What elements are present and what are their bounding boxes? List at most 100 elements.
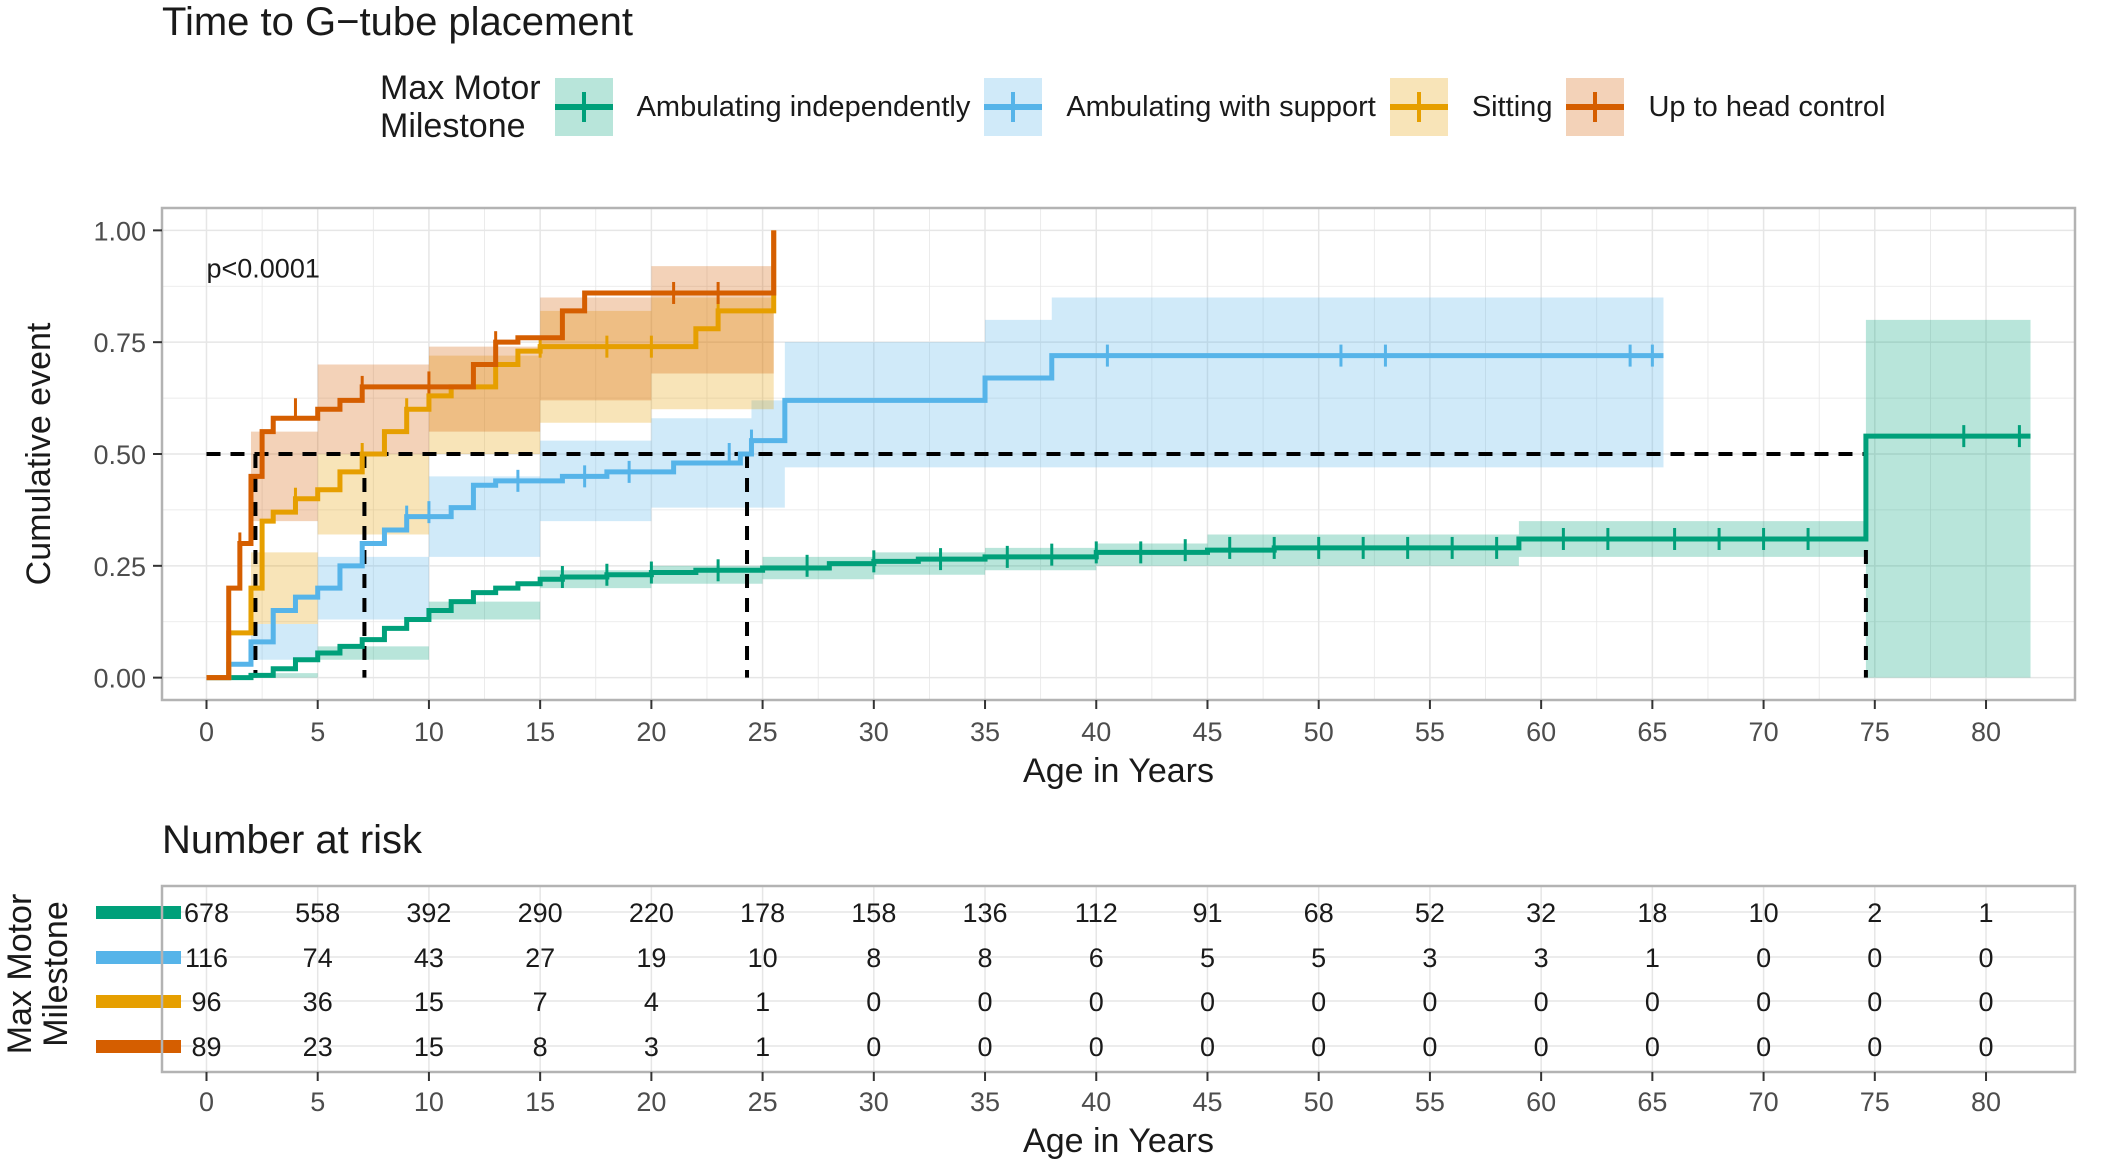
x-axis-label: Age in Years xyxy=(1023,752,1214,790)
risk-cell: 4 xyxy=(644,987,659,1017)
x-tick-label: 80 xyxy=(1971,717,2001,747)
risk-cell: 0 xyxy=(1756,943,1771,973)
x-tick-label: 10 xyxy=(414,717,444,747)
y-tick-label: 0.50 xyxy=(93,440,146,470)
chart-title: Time to G−tube placement xyxy=(162,0,633,44)
legend-item-sitting: Sitting xyxy=(1389,78,1552,136)
risk-cell: 10 xyxy=(748,943,778,973)
risk-cell: 0 xyxy=(1534,1032,1549,1062)
risk-x-tick-label: 70 xyxy=(1749,1087,1779,1117)
risk-cell: 0 xyxy=(1756,1032,1771,1062)
y-tick-label: 0.25 xyxy=(93,552,146,582)
x-tick-label: 30 xyxy=(859,717,889,747)
risk-x-tick-label: 0 xyxy=(199,1087,214,1117)
x-tick-label: 55 xyxy=(1415,717,1445,747)
ci-band-series-3 xyxy=(206,230,774,678)
risk-cell: 7 xyxy=(533,987,548,1017)
risk-cell: 1 xyxy=(755,987,770,1017)
ci-band-series-2 xyxy=(206,252,774,678)
risk-cell: 15 xyxy=(414,1032,444,1062)
risk-cell: 3 xyxy=(1422,943,1437,973)
risk-cell: 23 xyxy=(303,1032,333,1062)
risk-x-tick-label: 55 xyxy=(1415,1087,1445,1117)
legend-label: Ambulating with support xyxy=(1066,90,1376,123)
legend-item-ambulating-independently: Ambulating independently xyxy=(554,78,971,136)
legend-label: Ambulating independently xyxy=(636,90,971,123)
risk-x-tick-label: 60 xyxy=(1526,1087,1556,1117)
x-tick-label: 5 xyxy=(310,717,325,747)
y-tick-label: 0.75 xyxy=(93,328,146,358)
risk-grid xyxy=(162,886,2075,1072)
risk-cell: 0 xyxy=(1867,943,1882,973)
risk-cell: 0 xyxy=(1534,987,1549,1017)
risk-row-key-3 xyxy=(96,1040,181,1053)
risk-row-key-2 xyxy=(96,995,181,1008)
risk-cell: 3 xyxy=(1534,943,1549,973)
risk-x-tick-label: 45 xyxy=(1192,1087,1222,1117)
risk-cell: 0 xyxy=(1645,987,1660,1017)
risk-cell: 0 xyxy=(1645,1032,1660,1062)
risk-cell: 8 xyxy=(533,1032,548,1062)
risk-cell: 5 xyxy=(1200,943,1215,973)
risk-cell: 0 xyxy=(1089,987,1104,1017)
risk-cell: 0 xyxy=(866,1032,881,1062)
risk-cell: 74 xyxy=(303,943,333,973)
risk-cell: 112 xyxy=(1075,898,1118,928)
risk-cell: 89 xyxy=(191,1032,221,1062)
censor-marks-series-1 xyxy=(405,344,1654,528)
ci-band-series-1 xyxy=(206,297,1664,678)
risk-cell: 178 xyxy=(740,898,785,928)
risk-cell: 43 xyxy=(414,943,444,973)
y-tick-label: 0.00 xyxy=(93,664,146,694)
risk-cell: 8 xyxy=(978,943,993,973)
x-tick-label: 50 xyxy=(1304,717,1334,747)
risk-cell: 116 xyxy=(185,943,228,973)
risk-cell: 0 xyxy=(1311,1032,1326,1062)
risk-x-tick-label: 65 xyxy=(1637,1087,1667,1117)
risk-table-panel xyxy=(162,886,2075,1072)
risk-cell: 1 xyxy=(755,1032,770,1062)
risk-x-tick-label: 40 xyxy=(1081,1087,1111,1117)
censor-marks-series-0 xyxy=(560,425,2021,588)
risk-cell: 52 xyxy=(1415,898,1445,928)
risk-cell: 3 xyxy=(644,1032,659,1062)
x-tick-label: 20 xyxy=(636,717,666,747)
risk-x-tick-label: 35 xyxy=(970,1087,1000,1117)
risk-cell: 290 xyxy=(518,898,563,928)
km-line-series-3 xyxy=(206,230,777,681)
legend-key-ambulating-independently xyxy=(554,78,613,136)
risk-cell: 558 xyxy=(295,898,340,928)
risk-cell: 32 xyxy=(1526,898,1556,928)
risk-cell: 0 xyxy=(866,987,881,1017)
risk-cell: 8 xyxy=(866,943,881,973)
censor-marks-series-3 xyxy=(238,281,720,555)
risk-cell: 0 xyxy=(1867,1032,1882,1062)
risk-row-key-1 xyxy=(96,951,181,964)
risk-cell: 220 xyxy=(629,898,674,928)
risk-x-tick-label: 75 xyxy=(1860,1087,1890,1117)
risk-cell: 136 xyxy=(963,898,1008,928)
risk-x-axis-label: Age in Years xyxy=(1023,1122,1214,1160)
risk-cell: 36 xyxy=(303,987,333,1017)
legend-item-up-to-head-control: Up to head control xyxy=(1566,78,1885,136)
x-tick-label: 75 xyxy=(1860,717,1890,747)
risk-cell: 0 xyxy=(1422,987,1437,1017)
risk-cell: 91 xyxy=(1192,898,1222,928)
legend-label: Up to head control xyxy=(1648,90,1886,123)
risk-cell: 0 xyxy=(978,1032,993,1062)
km-line-series-2 xyxy=(206,230,777,681)
x-tick-label: 70 xyxy=(1749,717,1779,747)
x-tick-label: 40 xyxy=(1081,717,1111,747)
y-axis-label: Cumulative event xyxy=(20,322,58,585)
risk-x-tick-label: 20 xyxy=(636,1087,666,1117)
risk-cell: 158 xyxy=(851,898,896,928)
risk-x-tick-label: 15 xyxy=(525,1087,555,1117)
y-tick-label: 1.00 xyxy=(93,216,146,246)
risk-cell: 1 xyxy=(1645,943,1660,973)
p-value-annotation: p<0.0001 xyxy=(206,253,319,283)
risk-x-tick-label: 25 xyxy=(748,1087,778,1117)
risk-cell: 0 xyxy=(1867,987,1882,1017)
risk-cell: 68 xyxy=(1304,898,1334,928)
x-tick-label: 0 xyxy=(199,717,214,747)
